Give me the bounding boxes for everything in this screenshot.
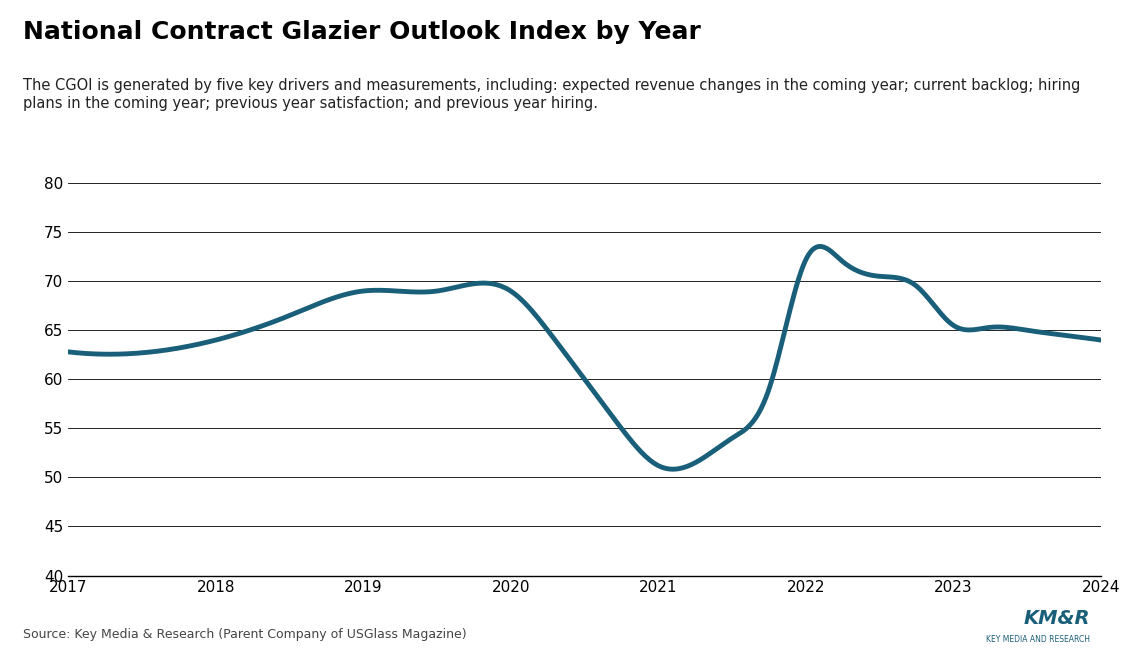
Text: Source: Key Media & Research (Parent Company of USGlass Magazine): Source: Key Media & Research (Parent Com… (23, 628, 466, 641)
Text: KM&R: KM&R (1023, 609, 1090, 628)
Text: KEY MEDIA AND RESEARCH: KEY MEDIA AND RESEARCH (985, 635, 1090, 644)
Text: The CGOI is generated by five key drivers and measurements, including: expected : The CGOI is generated by five key driver… (23, 78, 1081, 111)
Text: National Contract Glazier Outlook Index by Year: National Contract Glazier Outlook Index … (23, 20, 700, 44)
